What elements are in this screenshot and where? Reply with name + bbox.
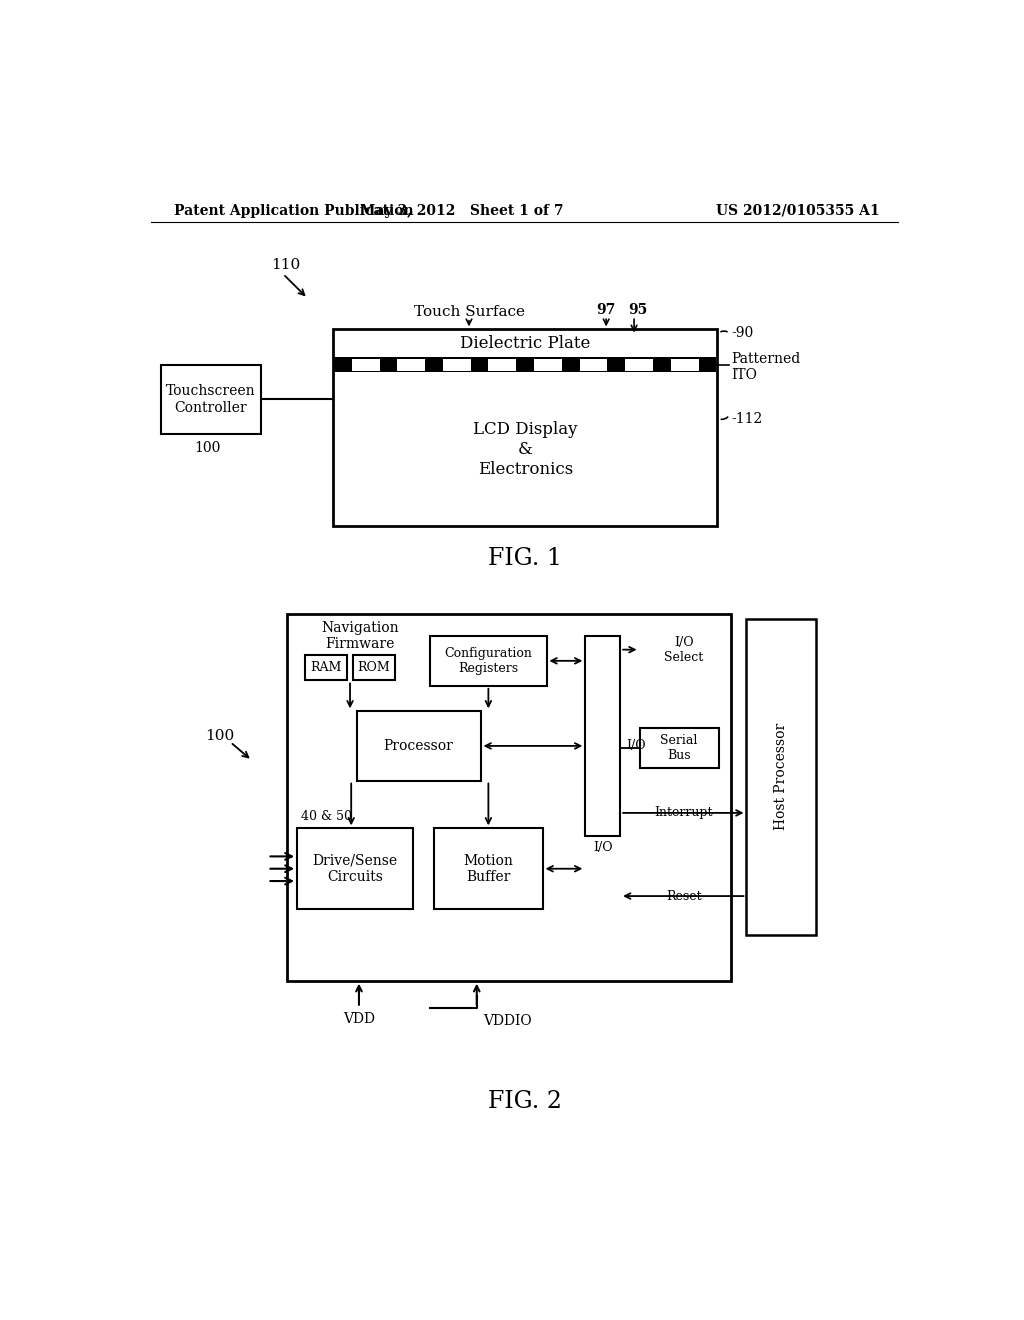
Text: Touchscreen
Controller: Touchscreen Controller: [166, 384, 256, 414]
Text: 110: 110: [271, 257, 301, 272]
Text: 100: 100: [194, 441, 220, 455]
Bar: [287, 614, 731, 981]
Text: Patent Application Publication: Patent Application Publication: [174, 203, 414, 218]
Text: I/O
Select: I/O Select: [664, 636, 703, 664]
Bar: [334, 358, 716, 372]
Text: FIG. 2: FIG. 2: [487, 1090, 562, 1113]
Text: 97: 97: [597, 304, 615, 317]
Bar: [352, 359, 380, 371]
Text: US 2012/0105355 A1: US 2012/0105355 A1: [716, 203, 880, 218]
Bar: [356, 711, 480, 780]
Bar: [430, 636, 547, 686]
Bar: [640, 729, 719, 768]
Bar: [580, 359, 607, 371]
Text: Host Processor: Host Processor: [774, 723, 788, 830]
Bar: [161, 364, 261, 434]
Bar: [586, 636, 621, 836]
Bar: [352, 655, 395, 681]
Text: 40 & 50: 40 & 50: [301, 810, 352, 824]
Bar: [443, 359, 471, 371]
Text: -112: -112: [731, 412, 762, 425]
Bar: [625, 359, 653, 371]
Text: VDDIO: VDDIO: [483, 1014, 531, 1028]
Bar: [397, 359, 425, 371]
Text: I/O: I/O: [627, 739, 646, 752]
Text: VDD: VDD: [343, 1012, 375, 1026]
Bar: [297, 829, 414, 909]
Text: Drive/Sense
Circuits: Drive/Sense Circuits: [312, 854, 397, 884]
Text: ROM: ROM: [357, 661, 390, 675]
Text: I/O: I/O: [593, 841, 612, 854]
Text: -90: -90: [731, 326, 754, 341]
Text: Touch Surface: Touch Surface: [414, 305, 524, 319]
Text: 95: 95: [629, 304, 647, 317]
Bar: [334, 330, 717, 527]
Text: Interrupt: Interrupt: [654, 807, 713, 820]
Bar: [488, 359, 516, 371]
Text: Navigation
Firmware: Navigation Firmware: [321, 620, 398, 651]
Text: Reset: Reset: [666, 890, 701, 903]
Text: Configuration
Registers: Configuration Registers: [444, 647, 532, 675]
Text: LCD Display
&
Electronics: LCD Display & Electronics: [473, 421, 578, 478]
Text: FIG. 1: FIG. 1: [487, 548, 562, 570]
Text: Processor: Processor: [384, 739, 454, 752]
Text: Motion
Buffer: Motion Buffer: [464, 854, 513, 884]
Bar: [305, 655, 347, 681]
Bar: [534, 359, 562, 371]
Text: Patterned
ITO: Patterned ITO: [731, 352, 800, 383]
Bar: [746, 619, 816, 935]
Text: RAM: RAM: [310, 661, 342, 675]
Text: Dielectric Plate: Dielectric Plate: [460, 335, 591, 351]
Bar: [671, 359, 698, 371]
Text: Serial
Bus: Serial Bus: [660, 734, 697, 762]
Bar: [434, 829, 543, 909]
Text: 100: 100: [205, 729, 234, 743]
Text: May 3, 2012   Sheet 1 of 7: May 3, 2012 Sheet 1 of 7: [359, 203, 563, 218]
